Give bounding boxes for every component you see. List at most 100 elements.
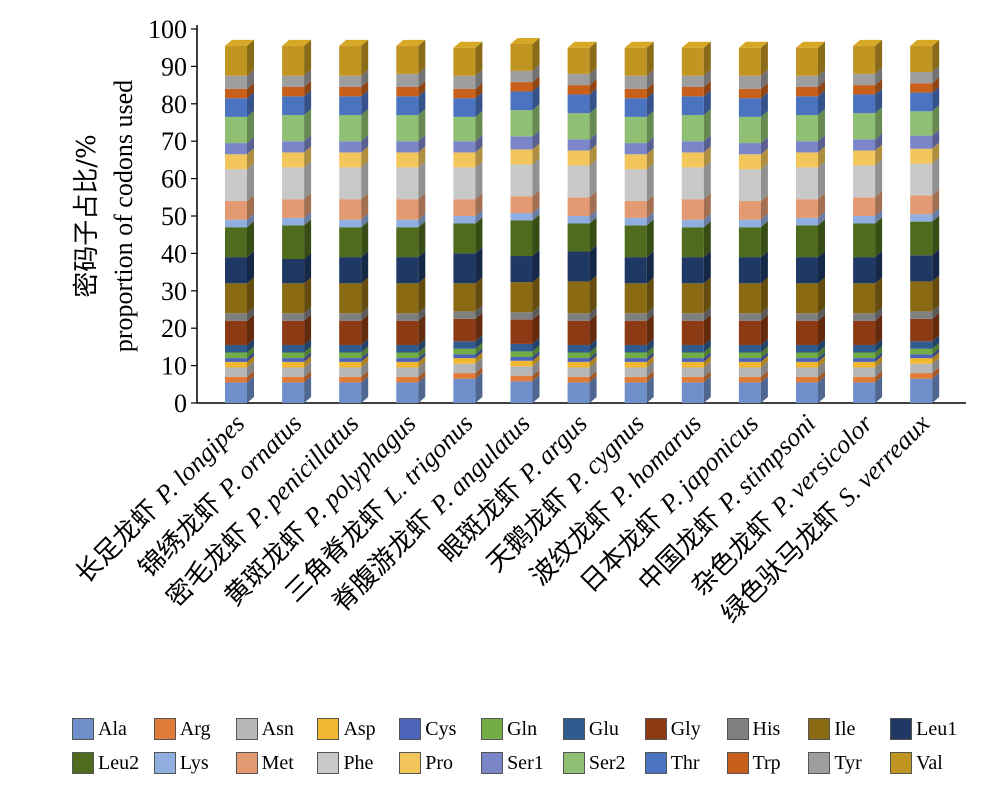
bar-segment-side <box>532 64 540 83</box>
bar-segment-side <box>932 348 940 359</box>
bar-segment-his <box>738 313 761 321</box>
bar-segment-side <box>418 80 426 97</box>
bar-segment-cys <box>396 358 419 362</box>
bar-segment-ala <box>282 382 305 403</box>
bar-segment-trp <box>510 82 533 92</box>
bar-segment-side <box>304 370 312 383</box>
bar-segment-side <box>589 352 597 362</box>
bar-segment-side <box>589 144 597 166</box>
bar-segment-phe <box>225 169 247 202</box>
bar-segment-side <box>247 82 254 99</box>
bar-segment-leu2 <box>453 223 476 254</box>
bar-segment-ile <box>624 283 647 314</box>
bar-segment-met <box>624 201 647 218</box>
bar-segment-side <box>475 348 483 359</box>
legend-label: Leu2 <box>98 751 140 774</box>
bar-segment-trp <box>738 88 761 99</box>
bar-segment-side <box>532 207 540 221</box>
bar-segment-side <box>818 370 825 383</box>
bar-segment-side <box>875 376 883 403</box>
bar-segment-cys <box>910 354 933 359</box>
bar-segment-ile <box>453 283 476 312</box>
legend-label: Ala <box>98 717 127 740</box>
bar-segment-side <box>247 195 254 220</box>
bar-segment-side <box>418 355 426 368</box>
legend-item-cys: Cys <box>399 715 473 743</box>
bar-segment-thr <box>624 98 647 117</box>
bar-segment-asn <box>681 367 704 377</box>
bar-segment-side <box>646 361 654 377</box>
legend-swatch <box>890 752 913 774</box>
bar-segment-ser2 <box>681 115 704 142</box>
bar-segment-ser2 <box>624 116 647 144</box>
bar-segment-side <box>760 110 768 144</box>
bar-segment-ala <box>853 382 876 403</box>
bar-segment-side <box>589 275 597 314</box>
bar-segment-side <box>361 314 369 346</box>
bar-segment-side <box>760 137 768 155</box>
bar-top-face <box>396 39 426 46</box>
bar-segment-ser2 <box>510 110 533 137</box>
bar-segment-side <box>418 90 426 116</box>
bar-segment-ala <box>225 382 247 403</box>
y-tick-label: 100 <box>148 15 187 44</box>
bar-segment-side <box>247 339 254 353</box>
bar-segment-pro <box>396 152 419 168</box>
bar-segment-side <box>818 109 825 142</box>
legend-label: Lys <box>179 751 209 774</box>
bar-segment-side <box>818 193 825 218</box>
bar-segment-leu1 <box>567 251 590 282</box>
bar-segment-side <box>646 163 654 202</box>
bar-segment-leu2 <box>510 220 533 257</box>
legend-item-leu2: Leu2 <box>72 749 146 777</box>
legend-label: Gln <box>507 717 538 740</box>
bar-segment-side <box>760 314 768 346</box>
bar-segment-side <box>589 245 597 282</box>
bar-segment-ala <box>510 381 533 403</box>
bar-segment-tyr <box>396 73 419 87</box>
bar-segment-glu <box>910 341 933 349</box>
bar-segment-lys <box>282 217 305 226</box>
bar-segment-side <box>875 346 883 359</box>
bar-segment-glu <box>339 345 362 353</box>
bar-segment-leu1 <box>282 259 305 284</box>
legend-row-1: Ala Arg Asn Asp Cys Gln Glu Gly His Ile Leu1 <box>72 712 972 746</box>
bar-segment-glu <box>510 343 533 352</box>
bar-segment-ser2 <box>853 113 876 140</box>
bar-segment-side <box>304 277 312 314</box>
bar-segment-side <box>646 352 654 362</box>
bar-segment-tyr <box>453 75 476 89</box>
legend-item-trp: Trp <box>726 749 801 777</box>
bar-segment-ala <box>396 382 419 403</box>
legend-item-met: Met <box>235 749 310 777</box>
bar-segment-met <box>282 199 305 218</box>
bar-segment-side <box>532 375 540 403</box>
bar-segment-side <box>304 307 312 321</box>
bar-stack <box>567 41 597 403</box>
bar-segment-lys <box>339 219 362 228</box>
y-tick-label: 60 <box>161 165 187 194</box>
bar-segment-side <box>875 339 883 353</box>
bar-segment-side <box>361 80 369 97</box>
bar-segment-ile <box>681 283 704 314</box>
bar-segment-side <box>760 82 768 99</box>
bar-segment-side <box>475 193 483 216</box>
bar-segment-his <box>681 313 704 321</box>
bar-segment-gln <box>738 352 761 359</box>
bar-segment-side <box>875 251 883 284</box>
y-tick-label: 50 <box>161 202 187 231</box>
legend-label: Phe <box>343 751 374 774</box>
bar-segment-side <box>703 376 711 403</box>
bar-stack <box>225 39 254 403</box>
bar-segment-side <box>361 307 369 321</box>
bar-segment-side <box>247 277 254 314</box>
bar-segment-his <box>225 313 247 321</box>
bar-segment-lys <box>624 217 647 226</box>
bar-segment-side <box>475 247 483 284</box>
bar-segment-met <box>339 199 362 220</box>
bar-segment-side <box>532 360 540 376</box>
bar-segment-side <box>760 41 768 76</box>
bar-segment-asp <box>339 361 362 368</box>
bar-segment-gly <box>453 318 476 342</box>
bar-segment-lys <box>853 216 876 224</box>
